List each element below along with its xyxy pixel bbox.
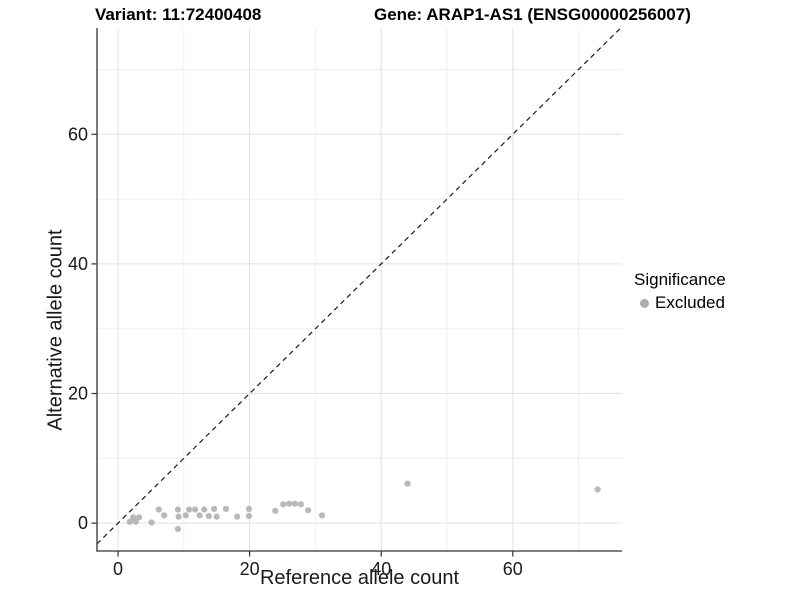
y-tick-label: 20 [68, 384, 88, 404]
x-tick-label: 60 [503, 559, 523, 579]
data-point [174, 525, 182, 533]
y-axis-title: Alternative allele count [44, 229, 67, 431]
data-point [234, 513, 241, 520]
data-point [222, 505, 230, 512]
data-point [186, 506, 193, 513]
data-point [130, 514, 137, 521]
legend-item-excluded: Excluded [640, 293, 726, 313]
data-point [132, 518, 139, 525]
data-point [318, 512, 326, 519]
data-point [286, 500, 293, 507]
data-point [155, 506, 162, 513]
data-point [136, 514, 143, 521]
data-point [297, 501, 305, 508]
variant-title: Variant: 11:72400408 [95, 5, 262, 24]
data-point [280, 501, 287, 508]
data-point [126, 518, 133, 525]
data-point [201, 506, 208, 513]
data-point [305, 507, 312, 514]
legend-title: Significance [634, 270, 726, 289]
legend-item-label: Excluded [655, 293, 725, 312]
data-point [213, 513, 220, 520]
data-point [245, 512, 253, 520]
x-tick-label: 20 [240, 559, 260, 579]
data-point [182, 512, 189, 519]
data-point [175, 513, 182, 520]
y-tick-label: 60 [68, 124, 88, 144]
data-point [196, 512, 203, 519]
y-tick-label: 0 [78, 513, 88, 533]
x-tick-label: 0 [113, 559, 123, 579]
identity-line [96, 27, 622, 545]
data-point [191, 506, 199, 513]
data-point [161, 512, 168, 519]
data-point [404, 480, 411, 487]
data-point [272, 507, 279, 514]
data-point [245, 505, 253, 512]
data-point [291, 500, 299, 507]
x-tick-label: 40 [371, 559, 391, 579]
data-point [205, 512, 212, 520]
data-point [211, 505, 218, 512]
legend: Significance Excluded [634, 270, 726, 313]
data-point [148, 519, 155, 526]
gene-title: Gene: ARAP1-AS1 (ENSG00000256007) [374, 5, 691, 24]
x-axis-title: Reference allele count [259, 567, 459, 589]
data-point [594, 486, 601, 493]
data-point [174, 506, 182, 513]
y-tick-label: 40 [68, 254, 88, 274]
excluded-point-icon [640, 298, 649, 308]
